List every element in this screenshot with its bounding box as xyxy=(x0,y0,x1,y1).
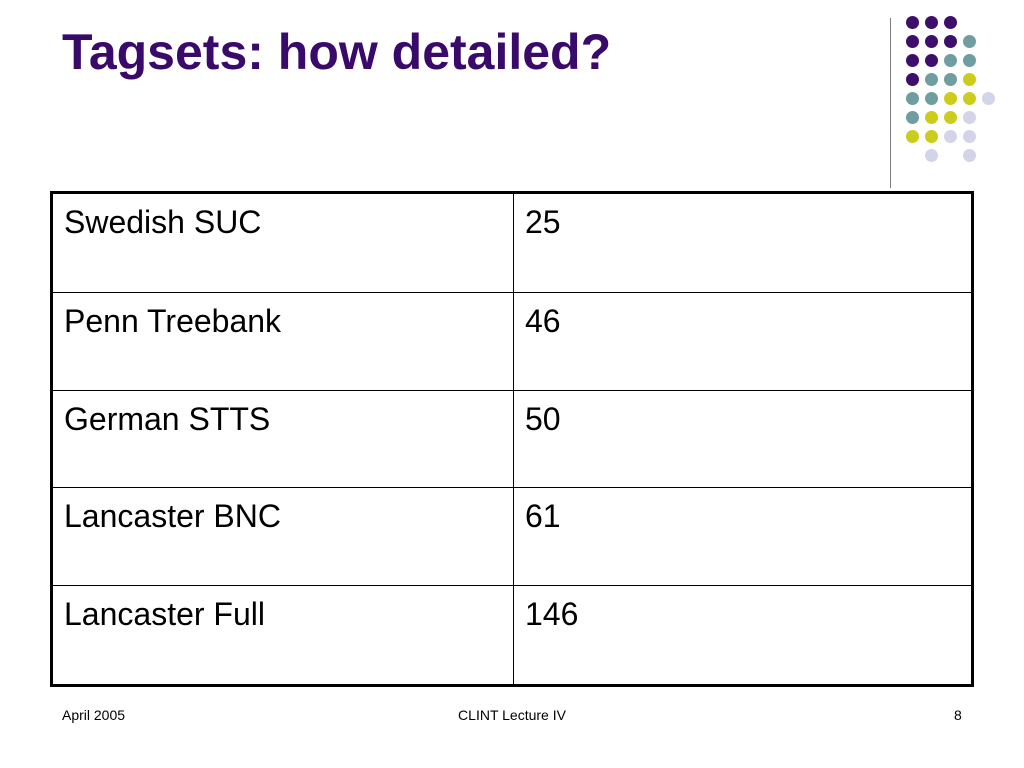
dot xyxy=(925,73,938,86)
tagset-name-cell: Lancaster Full xyxy=(51,585,514,686)
dot xyxy=(925,149,938,162)
table-row: Penn Treebank 46 xyxy=(51,291,973,391)
dot xyxy=(963,149,976,162)
tag-count-cell: 61 xyxy=(513,487,973,587)
dot xyxy=(944,130,957,143)
dot xyxy=(963,130,976,143)
footer-lecture-title: CLINT Lecture IV xyxy=(458,707,566,723)
dot xyxy=(963,111,976,124)
tag-count-cell: 25 xyxy=(513,192,973,293)
dot xyxy=(925,111,938,124)
dot xyxy=(963,35,976,48)
page-number: 8 xyxy=(954,707,962,723)
dot xyxy=(906,16,919,29)
vertical-divider xyxy=(890,18,891,188)
dot xyxy=(925,16,938,29)
footer-date: April 2005 xyxy=(62,707,126,723)
dot xyxy=(925,130,938,143)
tagset-table: Swedish SUC 25 Penn Treebank 46 German S… xyxy=(50,191,974,687)
dot xyxy=(944,92,957,105)
dot xyxy=(944,111,957,124)
tag-count-cell: 146 xyxy=(513,585,973,686)
dot xyxy=(925,35,938,48)
dot xyxy=(944,73,957,86)
dot xyxy=(925,54,938,67)
dot xyxy=(906,73,919,86)
tagset-name-cell: Lancaster BNC xyxy=(51,487,514,587)
dot xyxy=(925,92,938,105)
decorative-dot-grid xyxy=(905,12,1005,172)
dot xyxy=(963,92,976,105)
dot xyxy=(944,54,957,67)
tag-count-cell: 50 xyxy=(513,389,973,489)
dot xyxy=(906,92,919,105)
dot xyxy=(906,54,919,67)
table-row: German STTS 50 xyxy=(51,389,973,489)
dot xyxy=(906,111,919,124)
tagset-name-cell: German STTS xyxy=(51,389,514,489)
dot xyxy=(963,54,976,67)
slide-title: Tagsets: how detailed? xyxy=(62,24,612,80)
table-row: Swedish SUC 25 xyxy=(51,192,973,293)
table-row: Lancaster BNC 61 xyxy=(51,487,973,587)
table-row: Lancaster Full 146 xyxy=(51,585,973,686)
dot xyxy=(963,73,976,86)
dot xyxy=(982,92,995,105)
dot xyxy=(944,16,957,29)
tagset-name-cell: Swedish SUC xyxy=(51,192,514,293)
dot xyxy=(906,35,919,48)
dot xyxy=(906,130,919,143)
dot xyxy=(944,35,957,48)
tagset-name-cell: Penn Treebank xyxy=(51,291,514,391)
tag-count-cell: 46 xyxy=(513,291,973,391)
